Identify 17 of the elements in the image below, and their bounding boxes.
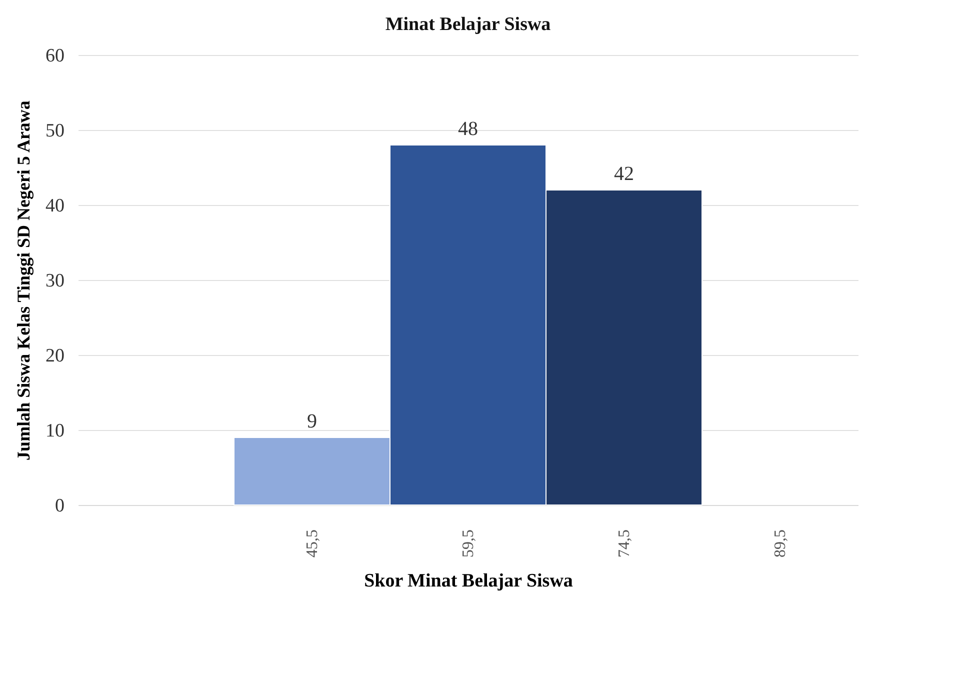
y-axis-title: Jumlah Siswa Kelas Tinggi SD Negeri 5 Arawa [14,100,34,460]
x-tick-label: 89,5 [772,530,789,558]
x-axis-title: Skor Minat Belajar Siswa [364,570,574,592]
data-label: 42 [614,163,634,185]
y-tick-label: 20 [46,346,64,366]
data-label: 48 [458,118,478,140]
x-tick-label: 45,5 [304,530,321,558]
y-tick-label: 0 [55,496,64,516]
x-tick-label: 74,5 [616,530,633,558]
chart-title: Minat Belajar Siswa [385,14,552,35]
y-tick-label: 10 [46,420,64,442]
y-tick-label: 40 [46,196,64,216]
x-tick-label: 59,5 [460,530,477,558]
y-tick-label: 60 [46,46,64,66]
y-tick-label: 30 [46,270,64,292]
data-label: 9 [307,410,317,432]
y-tick-label: 50 [46,120,64,142]
